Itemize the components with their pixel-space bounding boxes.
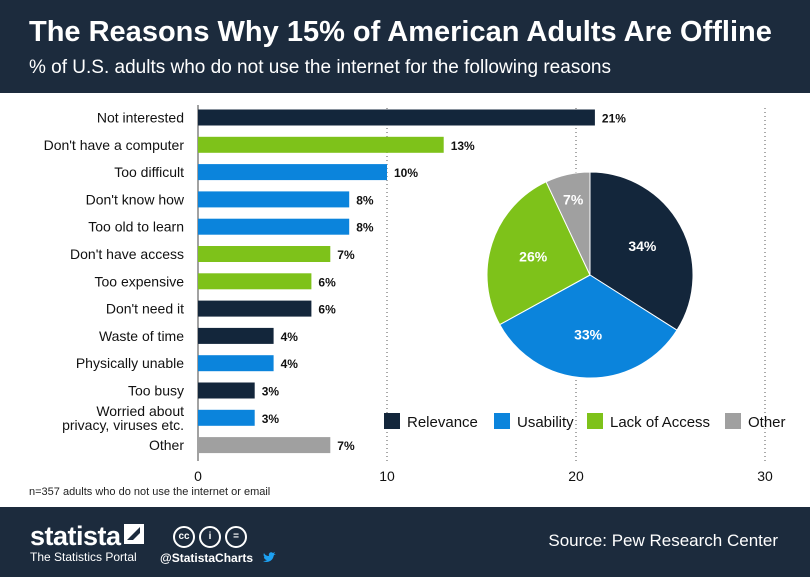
bar-9[interactable] xyxy=(198,327,274,344)
source-label: Source: Pew Research Center xyxy=(548,531,778,550)
bar-12[interactable] xyxy=(198,409,255,426)
bar-3[interactable] xyxy=(198,164,387,181)
pie-slice-label: 7% xyxy=(563,192,584,208)
legend-label-other: Other xyxy=(748,414,786,431)
bar-6[interactable] xyxy=(198,246,331,262)
bar-10[interactable] xyxy=(198,355,274,372)
category-label: Don't have a computer xyxy=(44,137,185,153)
x-tick-label: 20 xyxy=(568,468,584,484)
bar-value-label: 7% xyxy=(337,248,355,262)
bar-value-label: 10% xyxy=(394,166,418,180)
bar-value-label: 6% xyxy=(318,275,336,289)
category-label: Too difficult xyxy=(114,164,184,180)
bar-1[interactable] xyxy=(198,109,595,126)
bar-13[interactable] xyxy=(198,437,331,454)
attribution-icon[interactable]: i xyxy=(199,526,221,548)
twitter-handle[interactable]: @StatistaCharts xyxy=(160,551,254,565)
legend-label-access: Lack of Access xyxy=(610,414,710,431)
bar-8[interactable] xyxy=(198,300,312,317)
bar-value-label: 6% xyxy=(318,303,336,317)
bar-5[interactable] xyxy=(198,218,350,235)
legend-label-usability: Usability xyxy=(517,414,574,431)
bar-value-label: 3% xyxy=(262,412,280,426)
category-label: privacy, viruses etc. xyxy=(62,417,184,433)
bar-value-label: 7% xyxy=(337,439,355,453)
bar-value-label: 21% xyxy=(602,112,626,126)
category-label: Don't need it xyxy=(106,301,184,317)
category-label: Too expensive xyxy=(94,273,184,289)
no-derivatives-icon[interactable]: = xyxy=(225,526,247,548)
category-label: Too old to learn xyxy=(88,219,184,235)
twitter-bird-icon xyxy=(263,552,276,562)
bar-4[interactable] xyxy=(198,191,350,208)
pie-slice-other[interactable] xyxy=(545,171,591,276)
footnote: n=357 adults who do not use the internet… xyxy=(29,486,271,498)
legend-swatch-access xyxy=(587,413,603,429)
statista-logo-icon xyxy=(124,524,144,544)
page-title: The Reasons Why 15% of American Adults A… xyxy=(29,16,772,48)
pie-slice-relevance[interactable] xyxy=(589,171,694,331)
category-label: Don't have access xyxy=(70,246,184,262)
pie-slice-label: 26% xyxy=(519,249,548,265)
category-label: Physically unable xyxy=(76,355,184,371)
legend-swatch-other xyxy=(725,413,741,429)
category-label: Don't know how xyxy=(86,191,185,207)
category-label: Other xyxy=(149,437,184,453)
legend-label-relevance: Relevance xyxy=(407,414,478,431)
bar-2[interactable] xyxy=(198,136,444,153)
category-label: Waste of time xyxy=(99,328,184,344)
header-banner: The Reasons Why 15% of American Adults A… xyxy=(0,0,810,93)
bar-value-label: 4% xyxy=(281,330,299,344)
pie-slice-label: 34% xyxy=(628,238,657,254)
bar-value-label: 3% xyxy=(262,385,280,399)
chart-svg: 0 10 20 30 21% Not interested 13% Don't have a … xyxy=(44,105,786,484)
category-label: Worried about xyxy=(96,403,184,419)
x-tick-label: 10 xyxy=(379,468,395,484)
x-tick-label: 0 xyxy=(194,468,202,484)
pie-slice-label: 33% xyxy=(574,327,603,343)
bar-value-label: 8% xyxy=(356,221,374,235)
footer-banner: statista The Statistics Portal cc i = @S… xyxy=(0,507,810,577)
category-label: Not interested xyxy=(97,110,184,126)
page-subtitle: % of U.S. adults who do not use the inte… xyxy=(29,57,611,78)
brand-tagline: The Statistics Portal xyxy=(30,550,137,564)
cc-license-icon[interactable]: cc xyxy=(173,526,195,548)
pie-slice-access[interactable] xyxy=(486,181,591,326)
legend-swatch-usability xyxy=(494,413,510,429)
brand-logo-text[interactable]: statista xyxy=(30,521,121,551)
category-label: Too busy xyxy=(128,383,184,399)
x-tick-label: 30 xyxy=(757,468,773,484)
bar-11[interactable] xyxy=(198,382,255,399)
legend-swatch-relevance xyxy=(384,413,400,429)
bar-value-label: 13% xyxy=(451,139,475,153)
bar-value-label: 4% xyxy=(281,357,299,371)
bar-value-label: 8% xyxy=(356,193,374,207)
bar-7[interactable] xyxy=(198,273,312,290)
